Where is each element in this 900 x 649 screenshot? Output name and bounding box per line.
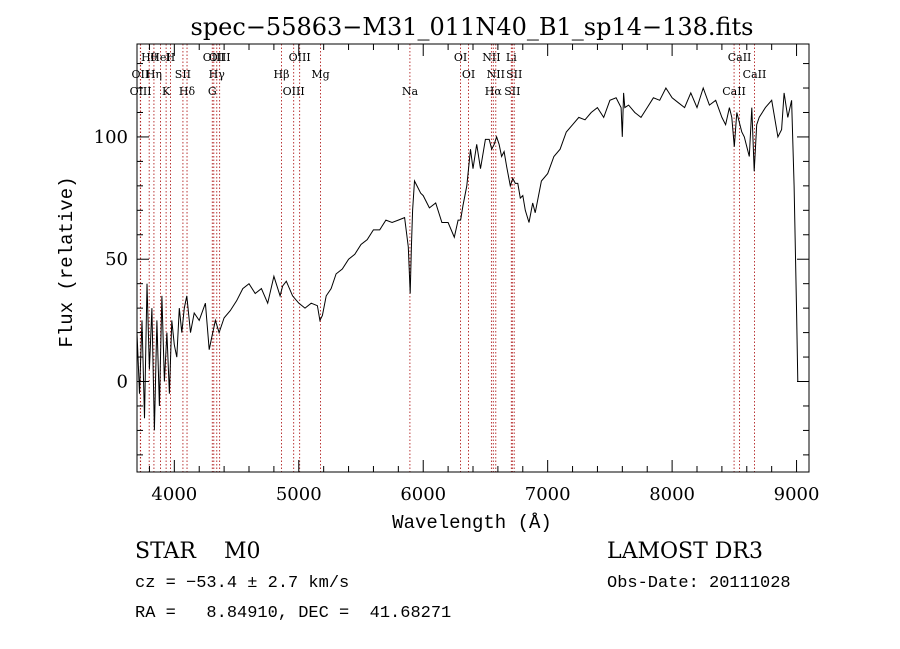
line-marker-label: NII — [487, 68, 505, 81]
x-tick-label: 4000 — [151, 484, 197, 505]
y-tick-label: 50 — [105, 249, 128, 270]
line-marker-label: G — [208, 85, 217, 98]
line-marker-label: OII — [132, 68, 150, 81]
line-marker-label: Hδ — [179, 85, 196, 98]
y-axis-ticks: 0 50 100 — [94, 63, 809, 456]
x-tick-label: 9000 — [774, 484, 820, 505]
radial-velocity: cz = −53.4 ± 2.7 km/s — [135, 574, 350, 593]
line-marker-label: OIII — [209, 51, 231, 64]
line-marker-label: Li — [506, 51, 517, 64]
line-marker-label: OI — [462, 68, 475, 81]
coordinates: RA = 8.84910, DEC = 41.68271 — [135, 604, 452, 623]
x-tick-label: 5000 — [276, 484, 322, 505]
line-marker-label: HeI — [150, 51, 170, 64]
line-marker-label: H — [166, 51, 176, 64]
line-marker-label: SII — [175, 68, 191, 81]
y-tick-label: 100 — [94, 127, 128, 148]
x-axis-label: Wavelength (Å) — [392, 512, 552, 534]
line-marker-label: CaII — [722, 85, 746, 98]
survey-name: LAMOST DR3 — [607, 539, 763, 564]
line-marker-label: OIII — [203, 51, 225, 64]
spectral-line-markers — [139, 44, 755, 472]
plot-axes — [136, 43, 810, 473]
line-marker-label: Mg — [311, 68, 329, 81]
x-tick-label: 6000 — [400, 484, 446, 505]
line-marker-label: Hη — [146, 68, 162, 81]
line-marker-label: NII — [482, 51, 500, 64]
spectral-class: STAR M0 — [135, 539, 261, 564]
line-marker-label: OI — [454, 51, 467, 64]
spectral-line-labels: HθOIIOIIIHeIHηKHSIIHδOIIIHγGOIIIHβOIIIOI… — [130, 51, 767, 98]
line-marker-label: OIII — [283, 85, 305, 98]
line-marker-label: Hα — [485, 85, 503, 98]
line-marker-label: Na — [402, 85, 419, 98]
line-marker-label: CaII — [728, 51, 752, 64]
x-axis-ticks: 4000 5000 6000 7000 8000 9000 — [148, 44, 820, 505]
y-tick-label: 0 — [117, 372, 128, 393]
line-marker-label: OIII — [289, 51, 311, 64]
line-marker-label: SII — [504, 85, 520, 98]
observation-date: Obs-Date: 20111028 — [607, 574, 791, 593]
chart-title: spec−55863−M31_011N40_B1_sp14−138.fits — [191, 13, 754, 41]
line-marker-label: K — [162, 85, 171, 98]
line-marker-label: Hθ — [141, 51, 158, 64]
spectrum-line — [136, 86, 799, 431]
y-axis-label: Flux (relative) — [56, 176, 78, 347]
plot-frame — [136, 43, 810, 473]
line-marker-label: OIII — [130, 85, 152, 98]
line-marker-label: CaII — [743, 68, 767, 81]
line-marker-label: SII — [506, 68, 522, 81]
line-marker-label: Hγ — [209, 68, 226, 81]
line-marker-label: Hβ — [274, 68, 290, 81]
x-tick-label: 7000 — [525, 484, 571, 505]
x-tick-label: 8000 — [649, 484, 695, 505]
